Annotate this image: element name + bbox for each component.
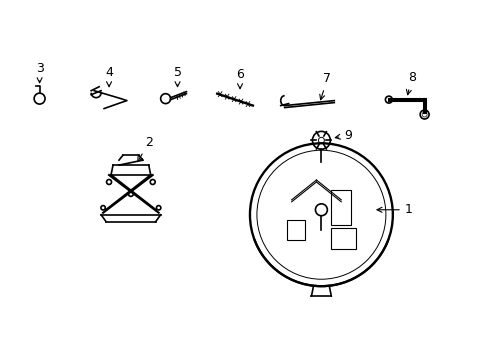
Bar (331, 190, 350, 225)
Circle shape (101, 206, 105, 210)
Circle shape (106, 180, 111, 184)
Circle shape (156, 206, 161, 210)
Text: 2: 2 (138, 136, 152, 162)
Text: 9: 9 (335, 129, 351, 142)
Text: 5: 5 (173, 66, 181, 87)
Bar (331, 228, 355, 249)
Text: 8: 8 (406, 71, 415, 95)
Text: 7: 7 (319, 72, 331, 100)
Circle shape (128, 192, 133, 196)
Bar (286, 220, 304, 239)
Text: 1: 1 (376, 203, 412, 216)
Text: 3: 3 (36, 62, 43, 83)
Text: 6: 6 (236, 68, 244, 89)
Circle shape (150, 180, 155, 184)
Text: 4: 4 (105, 66, 113, 87)
